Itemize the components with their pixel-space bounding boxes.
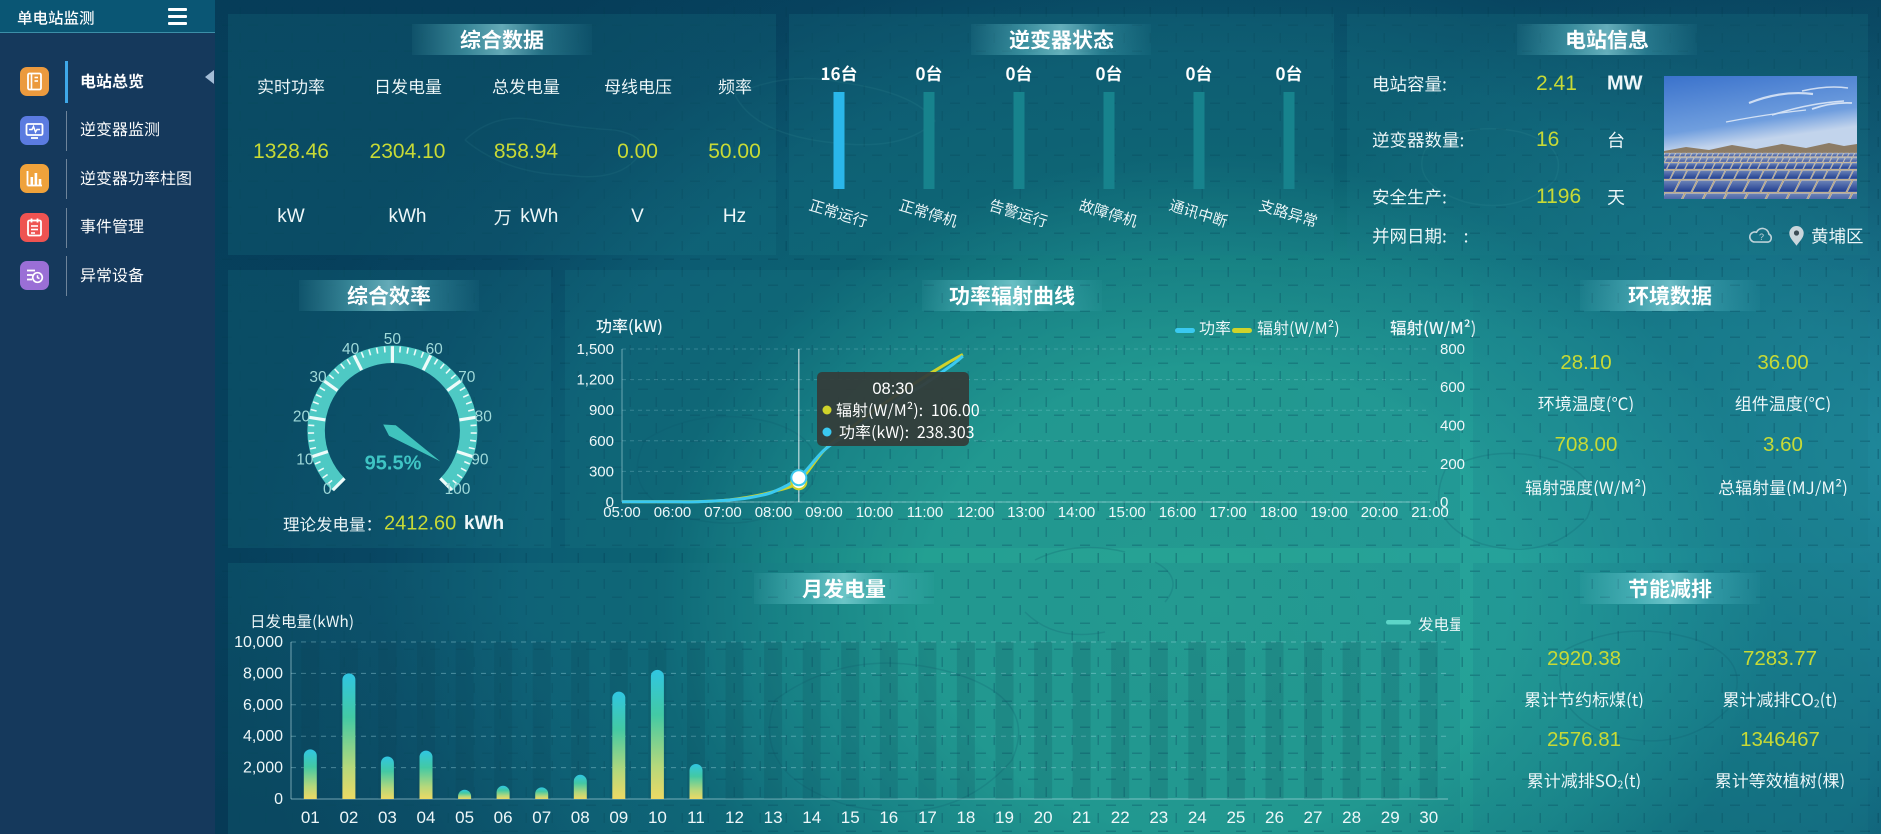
svg-text:20: 20: [1034, 808, 1053, 827]
svg-text:21:00: 21:00: [1411, 504, 1449, 521]
svg-text:06: 06: [494, 808, 513, 827]
svg-text:24: 24: [1188, 808, 1207, 827]
svg-text:600: 600: [1440, 379, 1465, 396]
svg-text:900: 900: [589, 402, 614, 419]
svg-text:14: 14: [802, 808, 821, 827]
svg-text:20: 20: [293, 409, 311, 426]
svg-text:20:00: 20:00: [1361, 504, 1399, 521]
svg-text:28: 28: [1342, 808, 1361, 827]
svg-text:18:00: 18:00: [1260, 504, 1298, 521]
svg-text:15: 15: [841, 808, 860, 827]
svg-text:0: 0: [1440, 494, 1448, 511]
svg-text:6,000: 6,000: [243, 697, 283, 714]
svg-text:18: 18: [956, 808, 975, 827]
svg-text:70: 70: [458, 369, 476, 386]
svg-text:11: 11: [687, 808, 705, 827]
svg-text:300: 300: [589, 463, 614, 480]
svg-text:0: 0: [274, 791, 283, 808]
svg-text:400: 400: [1440, 418, 1465, 435]
svg-text:14:00: 14:00: [1058, 504, 1096, 521]
svg-text:?: ?: [1759, 232, 1764, 242]
svg-text:27: 27: [1304, 808, 1323, 827]
svg-text:05:00: 05:00: [603, 504, 641, 521]
svg-text:11:00: 11:00: [907, 504, 943, 521]
svg-text:25: 25: [1226, 808, 1245, 827]
svg-text:07: 07: [532, 808, 551, 827]
svg-text:80: 80: [475, 409, 493, 426]
svg-text:10: 10: [296, 451, 314, 468]
svg-text:08: 08: [571, 808, 590, 827]
svg-text:2,000: 2,000: [243, 760, 283, 777]
svg-text:19: 19: [995, 808, 1014, 827]
svg-text:0: 0: [606, 494, 614, 511]
svg-text:60: 60: [426, 341, 444, 358]
svg-text:200: 200: [1440, 456, 1465, 473]
svg-text:06:00: 06:00: [654, 504, 692, 521]
svg-text:16: 16: [879, 808, 898, 827]
svg-text:09:00: 09:00: [805, 504, 843, 521]
svg-text:50: 50: [384, 331, 402, 348]
svg-text:09: 09: [609, 808, 628, 827]
svg-text:08:00: 08:00: [755, 504, 793, 521]
svg-text:0: 0: [323, 481, 332, 498]
svg-text:600: 600: [589, 433, 614, 450]
svg-text:800: 800: [1440, 341, 1465, 358]
svg-text:22: 22: [1111, 808, 1130, 827]
svg-text:08:30: 08:30: [872, 380, 913, 398]
svg-text:03: 03: [378, 808, 397, 827]
svg-text:02: 02: [339, 808, 358, 827]
svg-text:21: 21: [1072, 808, 1091, 827]
svg-text:12:00: 12:00: [957, 504, 995, 521]
svg-text:13:00: 13:00: [1007, 504, 1045, 521]
svg-text:90: 90: [471, 451, 489, 468]
svg-text:29: 29: [1381, 808, 1400, 827]
svg-text:12: 12: [725, 808, 744, 827]
svg-text:8,000: 8,000: [243, 665, 283, 682]
svg-text:07:00: 07:00: [704, 504, 742, 521]
svg-text:16:00: 16:00: [1159, 504, 1197, 521]
svg-text:10: 10: [648, 808, 667, 827]
svg-text:15:00: 15:00: [1108, 504, 1146, 521]
svg-text:4,000: 4,000: [243, 728, 283, 745]
svg-text:05: 05: [455, 808, 474, 827]
svg-text:100: 100: [445, 481, 471, 498]
svg-text:01: 01: [301, 808, 320, 827]
svg-text:13: 13: [764, 808, 783, 827]
svg-text:19:00: 19:00: [1310, 504, 1348, 521]
svg-text:04: 04: [417, 808, 436, 827]
svg-text:23: 23: [1149, 808, 1168, 827]
svg-text:10:00: 10:00: [856, 504, 894, 521]
svg-text:1,500: 1,500: [576, 341, 614, 358]
svg-text:30: 30: [1419, 808, 1438, 827]
svg-text:10,000: 10,000: [234, 634, 283, 651]
svg-text:26: 26: [1265, 808, 1284, 827]
svg-text:17: 17: [918, 808, 937, 827]
svg-text:40: 40: [342, 341, 360, 358]
svg-text:17:00: 17:00: [1209, 504, 1247, 521]
svg-text:1,200: 1,200: [576, 372, 614, 389]
svg-text:30: 30: [309, 369, 327, 386]
